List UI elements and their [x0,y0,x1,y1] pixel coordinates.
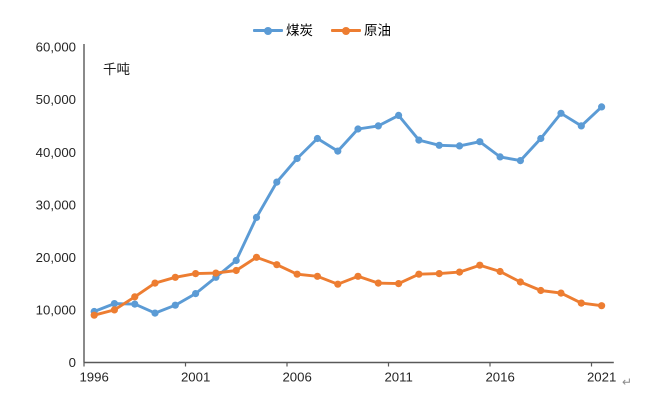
series-1-point [131,293,139,301]
series-0-point [252,213,261,221]
series-1-point [598,302,606,310]
series-0-point [435,141,443,149]
series-0-point [516,157,525,165]
series-line-0 [92,105,604,315]
crude-oil-series-swatch-icon [331,26,361,35]
series-1-point [252,253,261,261]
series-0-point [537,134,545,143]
series-0-point [293,154,301,163]
series-0-point [598,103,606,111]
series-1-point [151,279,159,287]
series-1-point [537,286,545,295]
y-axis-unit-label: 千吨 [103,62,130,77]
series-0-point [273,178,281,186]
series-1-point [435,270,443,278]
series-0-point [395,111,403,119]
crude-oil-series-marker-icon [342,26,350,35]
coal-series-marker-icon [264,26,272,35]
series-0-point [374,122,382,130]
series-0-point [171,301,179,309]
coal-series-swatch-icon [253,26,283,35]
x-axis-tick-label: 2021 [587,370,616,385]
series-1-point [212,269,220,277]
y-axis-tick-label: 50,000 [36,92,76,107]
series-0-point [110,300,118,308]
y-axis-tick-label: 40,000 [36,145,76,160]
series-0-point [151,309,159,317]
x-axis-tick-label: 2011 [384,370,412,385]
series-1-point [476,261,484,269]
series-1-point [577,299,585,307]
legend-item-crude-oil: 原油 [331,24,391,38]
series-1-point [334,280,342,288]
series-1-point [415,270,423,278]
series-1-point [171,273,179,281]
series-1-point [293,270,301,278]
series-0-point [131,300,139,308]
y-axis-tick-label: 20,000 [36,250,76,265]
series-1-point [232,266,240,275]
series-1-point [455,268,464,276]
series-0-point [577,122,585,130]
y-axis-tick-label: 0 [69,355,76,370]
series-1-point [192,270,200,278]
paragraph-return-mark: ↵ [622,375,633,389]
x-axis-tick-label: 2016 [485,370,514,385]
series-1-point [110,306,118,314]
series-1-point [313,272,321,280]
legend-item-coal: 煤炭 [253,24,313,38]
y-axis-tick-label: 30,000 [36,197,76,212]
series-1-point [273,261,281,269]
series-0-point [557,109,565,117]
series-1-point [496,267,504,276]
series-1-point [557,289,565,297]
x-axis-tick-label: 2001 [181,370,210,385]
series-1-point [90,311,98,319]
y-axis-tick-label: 60,000 [36,40,76,55]
series-0-point [455,142,464,150]
series-0-point [334,147,342,155]
x-axis-tick-label: 1996 [79,370,108,385]
series-0-point [354,125,362,133]
y-axis-tick-label: 10,000 [36,303,76,318]
series-1-point [395,280,403,288]
series-1-point [354,272,362,280]
chart-legend: 煤炭 原油 [253,24,391,38]
series-1-point [374,279,382,287]
legend-label-crude-oil: 原油 [364,23,391,38]
series-0-point [313,134,321,143]
series-0-point [496,153,504,161]
x-axis-tick-label: 2006 [282,370,311,385]
series-1-point [516,278,525,286]
series-0-point [476,138,484,146]
series-0-point [232,256,240,265]
series-0-point [192,290,200,298]
series-0-point [415,136,423,144]
legend-label-coal: 煤炭 [286,23,313,38]
